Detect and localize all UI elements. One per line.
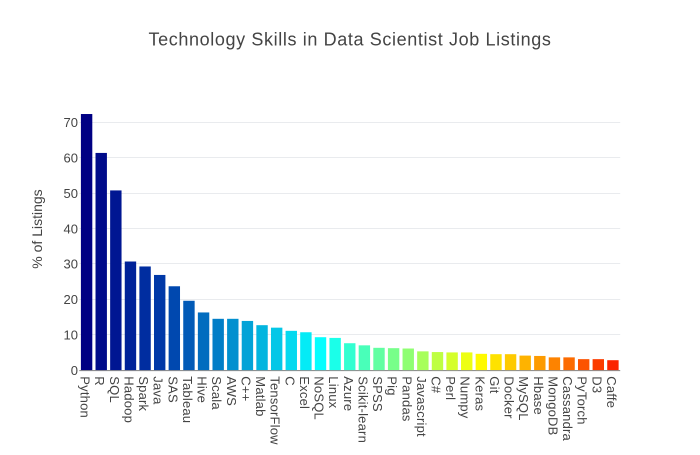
svg-text:Cassandra: Cassandra [560, 376, 575, 441]
svg-text:AWS: AWS [224, 376, 239, 406]
svg-text:Hbase: Hbase [531, 376, 546, 415]
svg-text:10: 10 [64, 327, 78, 342]
svg-text:Git: Git [487, 376, 502, 393]
svg-text:Javascript: Javascript [414, 376, 429, 437]
svg-text:TensorFlow: TensorFlow [268, 376, 283, 445]
svg-text:Hive: Hive [195, 376, 210, 403]
svg-text:NoSQL: NoSQL [312, 376, 327, 420]
svg-text:C#: C# [429, 376, 444, 394]
svg-text:30: 30 [64, 257, 78, 272]
svg-text:Docker: Docker [502, 376, 517, 419]
svg-text:Pandas: Pandas [399, 376, 414, 422]
svg-text:Perl: Perl [443, 376, 458, 400]
svg-text:R: R [92, 376, 107, 386]
svg-text:0: 0 [71, 363, 78, 378]
svg-text:D3: D3 [589, 376, 604, 393]
svg-text:Matlab: Matlab [253, 376, 268, 416]
svg-text:SQL: SQL [107, 376, 122, 403]
svg-text:SAS: SAS [165, 376, 180, 403]
svg-text:Python: Python [78, 376, 93, 418]
svg-text:40: 40 [64, 221, 78, 236]
svg-text:Java: Java [151, 376, 166, 405]
svg-text:Hadoop: Hadoop [121, 376, 136, 423]
svg-text:C: C [282, 376, 297, 386]
svg-text:Numpy: Numpy [458, 376, 473, 418]
svg-text:Tableau: Tableau [180, 376, 195, 423]
svg-text:Technology Skills in Data Scie: Technology Skills in Data Scientist Job … [149, 29, 552, 49]
svg-text:20: 20 [64, 292, 78, 307]
svg-text:50: 50 [64, 186, 78, 201]
svg-text:SPSS: SPSS [370, 376, 385, 412]
svg-text:Scala: Scala [209, 376, 224, 410]
svg-text:Spark: Spark [136, 376, 151, 411]
svg-text:Linux: Linux [326, 376, 341, 408]
svg-text:MySQL: MySQL [516, 376, 531, 420]
svg-text:C++: C++ [238, 376, 253, 401]
svg-text:60: 60 [64, 151, 78, 166]
svg-text:% of Listings: % of Listings [29, 189, 45, 268]
svg-text:Excel: Excel [297, 376, 312, 409]
svg-text:Scikit-learn: Scikit-learn [355, 376, 370, 443]
svg-text:PyTorch: PyTorch [575, 376, 590, 424]
svg-text:Pig: Pig [385, 376, 400, 395]
svg-text:Keras: Keras [472, 376, 487, 411]
svg-text:Caffe: Caffe [604, 376, 619, 408]
svg-text:Azure: Azure [341, 376, 356, 411]
svg-text:MongoDB: MongoDB [545, 376, 560, 435]
svg-text:70: 70 [64, 115, 78, 130]
